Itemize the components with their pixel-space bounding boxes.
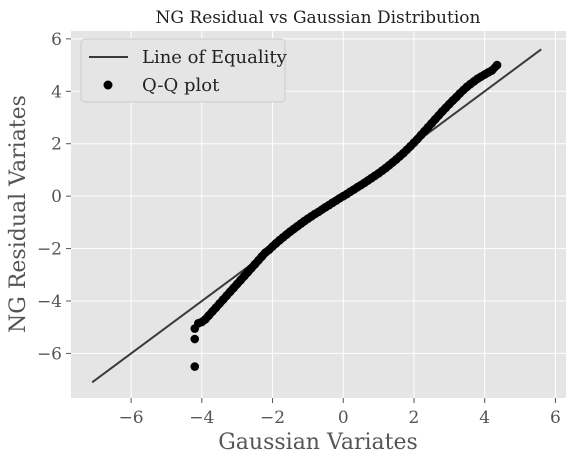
legend-label-points: Q-Q plot [142, 75, 220, 96]
qq-point [190, 362, 200, 371]
qq-point [487, 66, 497, 75]
y-tick-label: −4 [37, 292, 62, 312]
y-tick-label: 4 [51, 82, 62, 102]
x-axis-label: Gaussian Variates [218, 430, 418, 455]
x-tick-label: 6 [550, 408, 561, 428]
y-tick-label: 0 [51, 187, 62, 207]
x-tick-label: 2 [409, 408, 420, 428]
y-axis-label: NG Residual Variates [6, 95, 31, 333]
qq-point [190, 334, 200, 344]
axis-ticks: −6 −4 −2 0 2 4 6 −6 −4 −2 0 2 4 6 [37, 30, 561, 428]
chart-title: NG Residual vs Gaussian Distribution [156, 8, 481, 28]
y-tick-label: −6 [37, 344, 62, 364]
x-tick-label: 0 [338, 408, 349, 428]
y-tick-label: 6 [51, 30, 62, 50]
legend: Line of Equality Q-Q plot [80, 38, 288, 103]
x-tick-label: 4 [479, 408, 490, 428]
x-tick-label: −2 [260, 408, 285, 428]
legend-box [80, 38, 286, 103]
legend-label-line: Line of Equality [142, 47, 288, 68]
x-tick-label: −4 [189, 408, 214, 428]
y-tick-label: 2 [51, 135, 62, 155]
legend-point-swatch [103, 80, 113, 90]
qq-points-group [190, 60, 502, 371]
qq-point [492, 60, 502, 70]
x-tick-label: −6 [119, 408, 144, 428]
y-tick-label: −2 [37, 240, 62, 260]
